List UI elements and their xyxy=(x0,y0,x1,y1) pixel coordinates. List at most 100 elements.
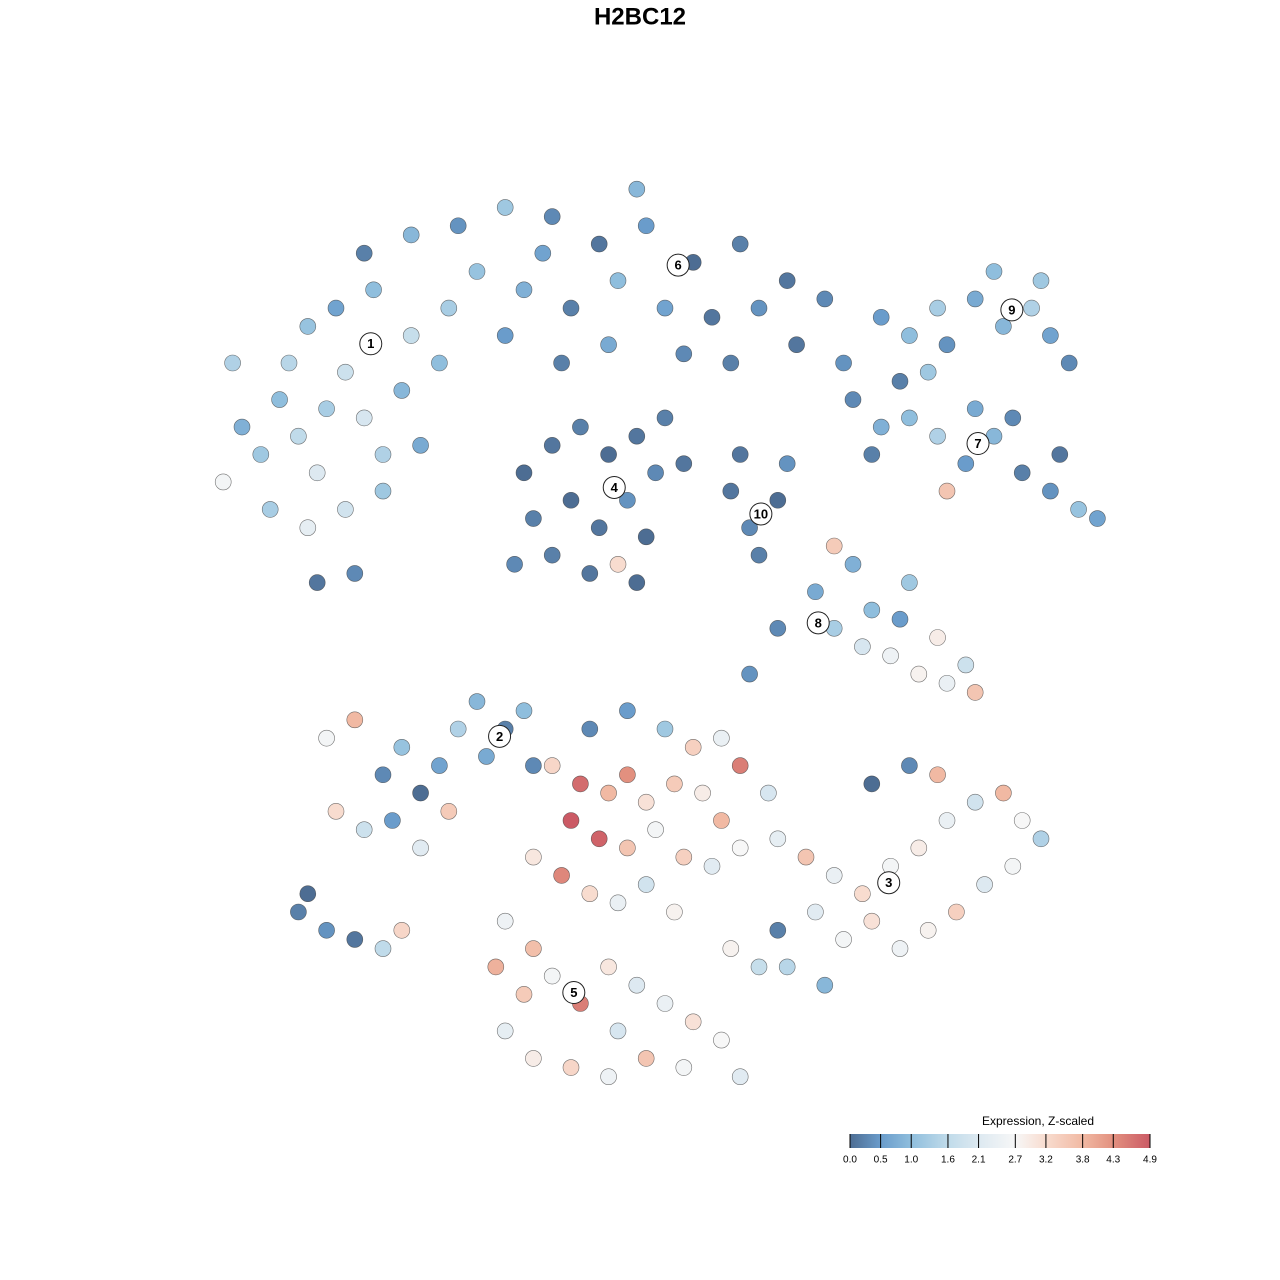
point xyxy=(957,455,975,472)
point xyxy=(1070,501,1087,518)
point xyxy=(619,766,636,784)
point xyxy=(656,299,674,317)
point xyxy=(929,629,946,646)
point xyxy=(760,784,777,802)
point xyxy=(271,391,288,408)
color-bar xyxy=(850,1134,1150,1148)
point xyxy=(976,876,993,893)
point xyxy=(562,812,580,829)
point xyxy=(543,437,561,454)
point xyxy=(496,327,514,344)
point xyxy=(600,446,617,463)
point xyxy=(731,235,749,253)
point xyxy=(807,903,824,921)
point xyxy=(553,354,570,372)
point xyxy=(1032,272,1050,289)
point xyxy=(816,976,834,994)
point xyxy=(948,903,965,921)
point xyxy=(581,565,599,582)
point xyxy=(374,446,392,463)
point xyxy=(440,299,458,317)
point xyxy=(807,583,824,601)
point xyxy=(919,921,937,939)
point xyxy=(637,793,655,811)
cluster-label: 10 xyxy=(754,506,768,521)
point xyxy=(431,354,448,372)
point xyxy=(534,244,552,262)
point xyxy=(731,757,749,774)
point xyxy=(769,830,787,848)
cluster-label: 1 xyxy=(367,336,374,351)
cluster-badge xyxy=(1000,298,1024,322)
point xyxy=(703,857,721,875)
point xyxy=(318,400,335,418)
color-bar-tick-label: 1.6 xyxy=(941,1155,955,1166)
cluster-label: 5 xyxy=(570,985,577,1000)
point xyxy=(290,903,307,921)
point xyxy=(863,601,881,619)
point xyxy=(750,958,768,976)
point xyxy=(525,940,542,957)
point xyxy=(835,931,852,948)
cluster-label: 3 xyxy=(885,875,892,890)
color-bar-tick-label: 2.1 xyxy=(972,1155,986,1166)
point xyxy=(769,491,787,509)
point xyxy=(797,848,815,866)
point xyxy=(609,272,627,289)
color-bar-tick-label: 4.9 xyxy=(1143,1155,1157,1166)
color-bar-tick-label: 3.8 xyxy=(1076,1155,1090,1166)
point xyxy=(496,1022,514,1040)
point xyxy=(346,565,364,582)
legend-title: Expression, Z-scaled xyxy=(982,1114,1094,1128)
point xyxy=(966,684,984,701)
point xyxy=(290,427,307,445)
point xyxy=(515,281,533,299)
point xyxy=(656,995,674,1012)
point xyxy=(722,940,740,957)
cluster-label: 9 xyxy=(1008,302,1015,317)
point xyxy=(750,546,768,564)
point xyxy=(1032,830,1050,848)
point xyxy=(402,226,420,244)
point xyxy=(1042,327,1059,344)
point xyxy=(666,903,683,921)
point xyxy=(609,1022,627,1040)
point xyxy=(628,976,646,994)
point xyxy=(318,729,335,747)
point xyxy=(628,180,646,198)
point xyxy=(1023,299,1040,317)
point xyxy=(901,757,918,774)
point xyxy=(402,327,420,344)
point xyxy=(572,775,589,793)
cluster-label: 8 xyxy=(815,615,822,630)
color-bar-tick-label: 0.5 xyxy=(874,1155,888,1166)
point xyxy=(731,1068,749,1085)
point xyxy=(966,793,984,811)
point xyxy=(844,391,862,408)
point xyxy=(788,336,805,354)
point xyxy=(233,418,251,436)
point xyxy=(590,235,608,253)
point xyxy=(327,299,345,317)
point xyxy=(449,720,467,738)
point xyxy=(901,574,918,591)
point xyxy=(769,620,787,637)
point xyxy=(506,555,523,573)
point xyxy=(741,665,758,683)
point xyxy=(308,574,326,591)
point xyxy=(957,656,975,674)
point xyxy=(1060,354,1078,372)
point xyxy=(938,674,956,692)
point xyxy=(628,574,646,591)
point xyxy=(675,848,693,866)
point xyxy=(581,720,599,738)
cluster-badge xyxy=(562,981,586,1005)
point xyxy=(891,940,909,957)
point xyxy=(938,482,956,500)
point xyxy=(374,482,392,500)
point xyxy=(722,482,740,500)
point xyxy=(299,318,317,335)
point xyxy=(966,400,984,418)
point xyxy=(835,354,852,372)
legend: Expression, Z-scaled 0.0 0.5 1.0 1.6 2.1 2.7 3… xyxy=(843,1114,1157,1165)
